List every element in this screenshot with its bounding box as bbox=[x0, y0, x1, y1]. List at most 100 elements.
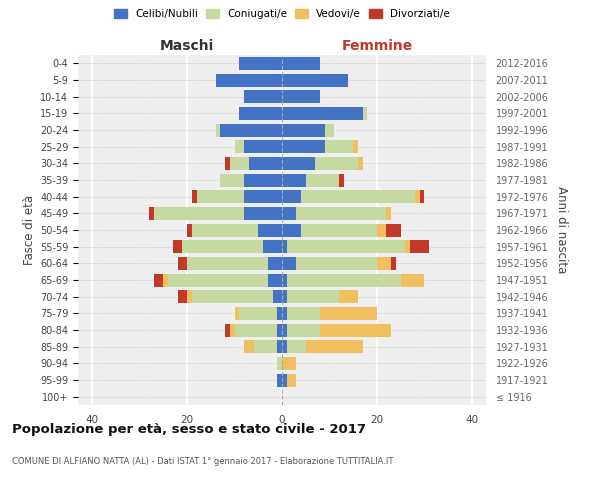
Bar bbox=[268, 257, 282, 270]
Bar bbox=[249, 157, 282, 170]
Text: COMUNE DI ALFIANO NATTA (AL) - Dati ISTAT 1° gennaio 2017 - Elaborazione TUTTITA: COMUNE DI ALFIANO NATTA (AL) - Dati ISTA… bbox=[12, 458, 394, 466]
Bar bbox=[163, 274, 168, 286]
Bar bbox=[239, 107, 282, 120]
Bar bbox=[187, 290, 192, 303]
Bar bbox=[277, 307, 282, 320]
Bar bbox=[301, 224, 377, 236]
Bar bbox=[282, 374, 287, 386]
Bar bbox=[282, 174, 306, 186]
Bar bbox=[268, 274, 282, 286]
Bar bbox=[362, 107, 367, 120]
Bar bbox=[287, 274, 401, 286]
Bar bbox=[406, 240, 410, 253]
Bar bbox=[339, 174, 344, 186]
Bar bbox=[287, 240, 406, 253]
Bar bbox=[301, 190, 415, 203]
Bar bbox=[306, 174, 339, 186]
Bar bbox=[377, 257, 391, 270]
Bar bbox=[244, 90, 282, 103]
Bar bbox=[315, 157, 358, 170]
Bar bbox=[320, 307, 377, 320]
Bar bbox=[287, 290, 339, 303]
Bar bbox=[282, 290, 287, 303]
Text: Femmine: Femmine bbox=[341, 38, 413, 52]
Bar bbox=[235, 307, 239, 320]
Bar bbox=[410, 240, 429, 253]
Bar bbox=[244, 140, 282, 153]
Bar bbox=[401, 274, 424, 286]
Bar bbox=[230, 157, 249, 170]
Bar bbox=[282, 274, 287, 286]
Bar bbox=[215, 74, 282, 86]
Bar bbox=[235, 140, 244, 153]
Bar bbox=[282, 324, 287, 336]
Bar bbox=[282, 157, 315, 170]
Bar bbox=[277, 324, 282, 336]
Bar bbox=[277, 357, 282, 370]
Bar bbox=[282, 207, 296, 220]
Bar bbox=[244, 190, 282, 203]
Bar bbox=[386, 224, 401, 236]
Bar bbox=[187, 224, 192, 236]
Y-axis label: Anni di nascita: Anni di nascita bbox=[555, 186, 568, 274]
Bar bbox=[215, 124, 220, 136]
Bar bbox=[244, 207, 282, 220]
Bar bbox=[282, 124, 325, 136]
Bar bbox=[154, 274, 163, 286]
Bar bbox=[419, 190, 424, 203]
Bar bbox=[277, 374, 282, 386]
Bar bbox=[296, 257, 377, 270]
Bar bbox=[225, 324, 230, 336]
Bar bbox=[258, 224, 282, 236]
Bar bbox=[282, 340, 287, 353]
Bar bbox=[197, 190, 244, 203]
Bar bbox=[239, 57, 282, 70]
Bar bbox=[154, 207, 244, 220]
Bar bbox=[168, 274, 268, 286]
Bar bbox=[187, 257, 268, 270]
Bar bbox=[282, 190, 301, 203]
Bar bbox=[272, 290, 282, 303]
Bar bbox=[149, 207, 154, 220]
Bar bbox=[244, 340, 254, 353]
Bar bbox=[282, 224, 301, 236]
Bar bbox=[282, 107, 362, 120]
Bar bbox=[377, 224, 386, 236]
Bar bbox=[282, 240, 287, 253]
Bar bbox=[306, 340, 362, 353]
Bar bbox=[192, 190, 197, 203]
Bar bbox=[320, 324, 391, 336]
Bar bbox=[287, 374, 296, 386]
Bar bbox=[282, 57, 320, 70]
Bar bbox=[386, 207, 391, 220]
Bar bbox=[353, 140, 358, 153]
Bar bbox=[287, 307, 320, 320]
Bar bbox=[235, 324, 277, 336]
Bar bbox=[225, 157, 230, 170]
Bar bbox=[287, 340, 306, 353]
Bar bbox=[192, 224, 258, 236]
Bar bbox=[339, 290, 358, 303]
Text: Popolazione per età, sesso e stato civile - 2017: Popolazione per età, sesso e stato civil… bbox=[12, 422, 366, 436]
Bar bbox=[358, 157, 362, 170]
Bar bbox=[254, 340, 277, 353]
Text: Maschi: Maschi bbox=[160, 38, 214, 52]
Bar bbox=[415, 190, 419, 203]
Bar bbox=[230, 324, 235, 336]
Legend: Celibi/Nubili, Coniugati/e, Vedovi/e, Divorziati/e: Celibi/Nubili, Coniugati/e, Vedovi/e, Di… bbox=[110, 5, 454, 24]
Bar bbox=[277, 340, 282, 353]
Bar bbox=[239, 307, 277, 320]
Bar bbox=[325, 140, 353, 153]
Bar bbox=[178, 290, 187, 303]
Bar bbox=[244, 174, 282, 186]
Bar bbox=[287, 324, 320, 336]
Bar bbox=[220, 124, 282, 136]
Bar bbox=[282, 140, 325, 153]
Y-axis label: Fasce di età: Fasce di età bbox=[23, 195, 36, 265]
Bar bbox=[325, 124, 334, 136]
Bar bbox=[391, 257, 396, 270]
Bar bbox=[282, 307, 287, 320]
Bar bbox=[192, 290, 272, 303]
Bar bbox=[178, 257, 187, 270]
Bar bbox=[282, 257, 296, 270]
